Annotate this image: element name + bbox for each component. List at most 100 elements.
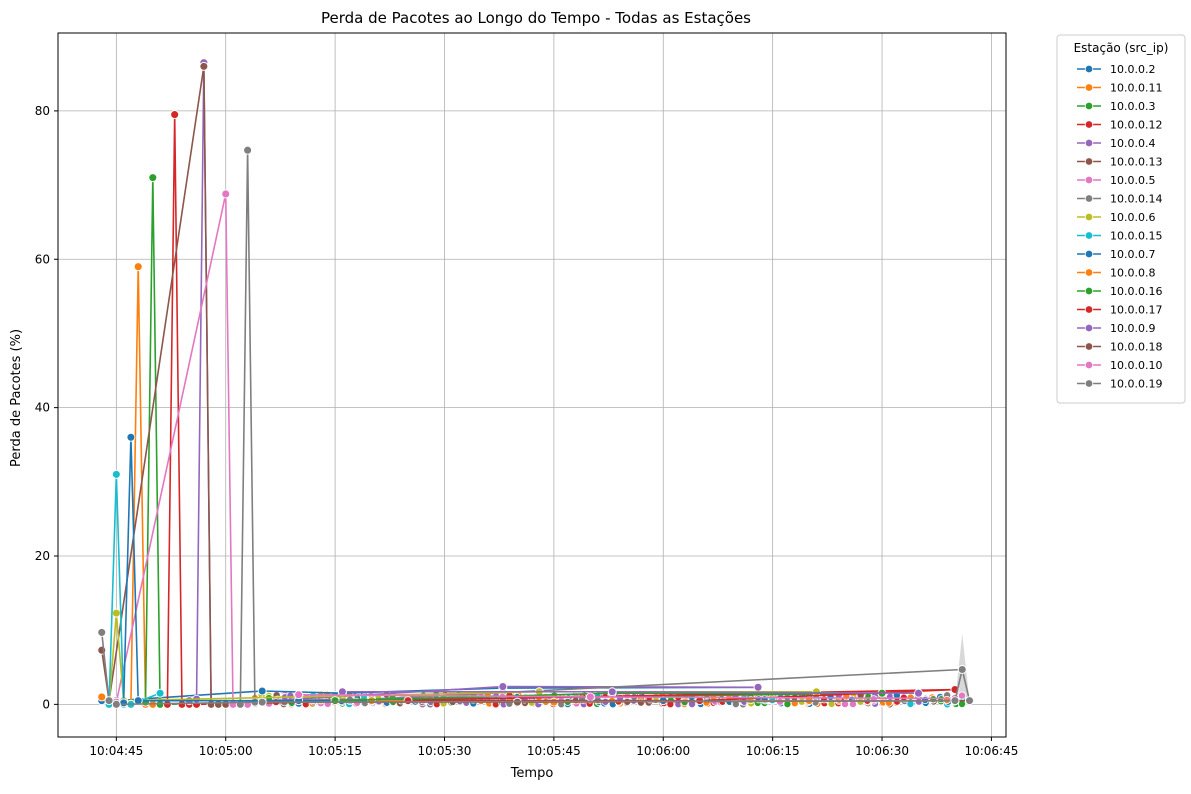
y-tick-label: 20 — [35, 549, 50, 563]
data-point — [155, 688, 165, 698]
legend-marker — [1084, 138, 1094, 148]
legend-marker — [1084, 120, 1094, 129]
y-tick-label: 40 — [35, 401, 50, 415]
x-tick-label: 10:05:45 — [527, 744, 581, 758]
y-tick-label: 0 — [42, 697, 50, 711]
legend-label: 10.0.0.19 — [1110, 378, 1162, 391]
background-point — [958, 691, 967, 700]
series-line — [108, 613, 817, 705]
legend-marker — [1084, 323, 1094, 333]
series-layer — [97, 58, 974, 709]
background-point — [929, 695, 938, 704]
data-point — [753, 682, 763, 692]
legend-label: 10.0.0.18 — [1110, 341, 1162, 354]
data-point — [914, 688, 923, 698]
data-point — [243, 145, 253, 155]
legend-marker — [1084, 83, 1094, 92]
legend-marker — [1084, 101, 1094, 111]
data-point — [221, 189, 231, 199]
series-line — [101, 266, 153, 706]
data-point — [97, 692, 107, 702]
data-point — [235, 699, 245, 709]
data-point — [498, 682, 508, 692]
y-tick-label: 60 — [35, 252, 50, 266]
background-point — [886, 692, 895, 701]
data-point — [811, 687, 821, 697]
legend-item: 10.0.0.16 — [1077, 285, 1162, 298]
data-point — [957, 665, 967, 674]
data-point — [170, 110, 180, 120]
legend-marker — [1084, 175, 1094, 185]
legend-label: 10.0.0.6 — [1110, 211, 1155, 224]
data-point — [111, 699, 121, 709]
data-point — [177, 699, 187, 709]
legend-label: 10.0.0.17 — [1110, 304, 1162, 317]
data-point — [126, 432, 136, 442]
data-point — [104, 696, 114, 706]
legend-marker — [1084, 379, 1094, 388]
legend-item: 10.0.0.3 — [1077, 100, 1155, 113]
x-axis-ticks: 10:04:45 10:05:00 10:05:15 10:05:30 10:05:45… — [89, 737, 1018, 758]
legend: Estação (src_ip) 10.0.0.210.0.0.1110.0.0… — [1056, 34, 1186, 404]
data-point — [111, 608, 121, 618]
data-point — [294, 690, 304, 700]
legend-item: 10.0.0.6 — [1077, 211, 1155, 224]
plot-frame — [57, 32, 1007, 738]
legend-title: Estação (src_ip) — [1074, 41, 1169, 55]
legend-item: 10.0.0.17 — [1077, 304, 1162, 317]
data-point — [119, 698, 129, 708]
legend-item: 10.0.0.18 — [1077, 341, 1162, 354]
legend-item: 10.0.0.5 — [1077, 174, 1155, 187]
legend-item: 10.0.0.4 — [1077, 137, 1155, 150]
series-line — [239, 150, 963, 705]
data-point — [965, 696, 974, 706]
data-point — [206, 699, 216, 709]
series-line — [166, 114, 955, 706]
x-axis-label: Tempo — [510, 766, 554, 781]
x-tick-label: 10:05:30 — [418, 744, 472, 758]
series-line — [189, 62, 759, 706]
data-point — [585, 692, 595, 702]
legend-item: 10.0.0.2 — [1077, 63, 1155, 76]
legend-marker — [1084, 157, 1094, 166]
data-point — [367, 696, 377, 706]
x-tick-label: 10:06:45 — [964, 744, 1018, 758]
background-point — [286, 691, 295, 700]
x-tick-label: 10:05:15 — [308, 744, 362, 758]
legend-marker — [1084, 249, 1094, 259]
legend-item: 10.0.0.10 — [1077, 359, 1162, 372]
data-point — [950, 696, 960, 706]
legend-item: 10.0.0.15 — [1077, 230, 1162, 243]
chart-title: Perda de Pacotes ao Longo do Tempo - Tod… — [321, 9, 751, 27]
legend-marker — [1084, 212, 1094, 222]
legend-marker — [1084, 64, 1094, 74]
legend-item: 10.0.0.13 — [1077, 156, 1162, 169]
y-tick-label: 80 — [35, 104, 50, 118]
data-point — [111, 469, 121, 479]
x-tick-label: 10:06:30 — [855, 744, 909, 758]
legend-item: 10.0.0.19 — [1077, 378, 1162, 391]
legend-label: 10.0.0.3 — [1110, 100, 1155, 113]
legend-item: 10.0.0.12 — [1077, 119, 1162, 132]
series-10-0-0-14 — [235, 145, 967, 709]
legend-label: 10.0.0.13 — [1110, 156, 1162, 169]
series-10-0-0-19 — [97, 627, 974, 709]
data-point — [199, 61, 209, 71]
y-axis-ticks: 0 20 40 60 80 — [35, 104, 58, 711]
legend-marker — [1084, 268, 1094, 277]
data-point — [133, 262, 143, 272]
legend-label: 10.0.0.4 — [1110, 137, 1155, 150]
series-10-0-0-4 — [184, 58, 763, 709]
x-tick-label: 10:05:00 — [199, 744, 253, 758]
legend-marker — [1084, 231, 1094, 240]
data-point — [148, 173, 158, 183]
legend-items: 10.0.0.2 10.0.0.11 10.0.0.3 10.0.0.12 10.0.0… — [1077, 63, 1162, 391]
legend-item: 10.0.0.14 — [1077, 193, 1162, 206]
data-point — [257, 686, 267, 696]
x-tick-label: 10:06:15 — [746, 744, 800, 758]
data-point — [97, 627, 107, 637]
x-tick-label: 10:04:45 — [89, 744, 143, 758]
data-point — [257, 697, 267, 707]
y-axis-label: Perda de Pacotes (%) — [9, 329, 24, 467]
legend-marker — [1084, 342, 1094, 351]
